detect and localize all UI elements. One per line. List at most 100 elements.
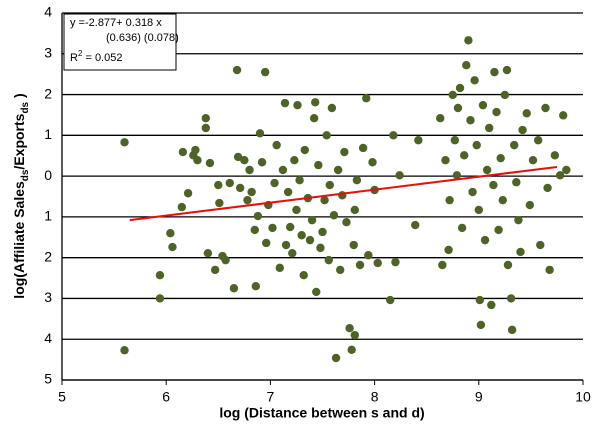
- point: [468, 187, 477, 197]
- point: [355, 260, 365, 270]
- x-axis-title: log (Distance between s and d): [219, 405, 424, 421]
- point: [312, 287, 321, 297]
- point: [496, 153, 505, 163]
- point: [166, 229, 175, 238]
- point: [305, 235, 315, 245]
- point: [452, 171, 462, 180]
- y-title-part: log(Affiliate Sales: [11, 181, 27, 299]
- annotation: R2 = 0.052: [70, 49, 122, 64]
- point: [345, 324, 354, 333]
- point: [295, 175, 304, 185]
- point: [466, 116, 475, 125]
- y-tick-label: 4: [44, 4, 52, 20]
- point: [514, 215, 523, 225]
- point: [275, 263, 284, 273]
- point: [485, 123, 494, 133]
- point: [320, 195, 329, 205]
- point: [201, 114, 210, 123]
- point: [290, 156, 299, 165]
- point: [314, 160, 323, 170]
- point: [476, 320, 486, 330]
- point: [411, 220, 420, 230]
- point: [329, 211, 339, 220]
- point: [240, 156, 249, 165]
- y-tick-label: 3: [44, 44, 52, 60]
- point: [178, 147, 188, 157]
- point: [555, 171, 565, 180]
- point: [215, 198, 224, 208]
- point: [368, 158, 377, 167]
- point: [262, 238, 271, 248]
- point: [336, 265, 345, 275]
- point: [340, 147, 349, 157]
- point: [283, 187, 293, 197]
- y-title-part: /Exports: [11, 113, 27, 169]
- point: [225, 178, 234, 188]
- point: [362, 94, 371, 103]
- point: [270, 178, 279, 188]
- point: [193, 156, 202, 165]
- y-tick-label: 1: [44, 126, 52, 142]
- point: [472, 140, 481, 150]
- annotation-sup: 2: [78, 49, 83, 58]
- point: [474, 205, 483, 215]
- point: [214, 180, 223, 190]
- point: [155, 271, 165, 280]
- point: [490, 67, 499, 77]
- point: [203, 248, 213, 258]
- point: [543, 183, 552, 193]
- x-tick-label: 5: [58, 389, 66, 405]
- point: [550, 151, 560, 160]
- y-tick-label: 3: [44, 289, 52, 305]
- point: [229, 284, 239, 293]
- point: [168, 242, 177, 252]
- point: [347, 345, 356, 355]
- annotation: y =-2.877+ 0.318 x: [70, 17, 162, 29]
- point: [453, 103, 463, 113]
- point: [331, 353, 341, 363]
- point: [507, 325, 517, 335]
- y-tick-label: 5: [44, 371, 52, 387]
- point: [292, 205, 301, 215]
- point: [280, 98, 290, 108]
- point: [522, 109, 531, 118]
- point: [311, 98, 320, 107]
- point: [462, 60, 471, 70]
- point: [285, 222, 295, 232]
- point: [350, 330, 360, 340]
- point: [503, 260, 513, 270]
- point: [470, 76, 479, 85]
- point: [255, 129, 265, 138]
- point: [498, 195, 507, 205]
- point: [260, 67, 270, 77]
- point: [243, 195, 252, 205]
- point: [541, 103, 550, 113]
- point: [247, 187, 256, 197]
- point: [545, 265, 554, 275]
- x-tick-label: 8: [371, 389, 379, 405]
- point: [492, 107, 501, 117]
- point: [352, 175, 362, 185]
- x-tick-label: 6: [162, 389, 170, 405]
- point: [120, 346, 129, 355]
- annotation-part: R: [70, 52, 78, 64]
- point: [460, 151, 469, 160]
- point: [177, 202, 187, 212]
- point: [373, 258, 382, 268]
- point: [293, 100, 302, 110]
- point: [533, 136, 543, 145]
- annotation: (0.636) (0.078): [106, 32, 179, 44]
- point: [444, 245, 453, 255]
- point: [221, 255, 230, 265]
- y-title-sub: ds: [20, 169, 31, 181]
- point: [445, 195, 454, 205]
- point: [281, 240, 291, 250]
- point: [510, 140, 519, 150]
- point: [395, 171, 404, 180]
- y-tick-label: 0: [44, 167, 52, 183]
- point: [536, 240, 545, 250]
- y-axis-title: log(Affiliate Salesds/Exportsds ): [11, 93, 31, 298]
- y-title-part: ): [11, 93, 27, 102]
- point: [464, 36, 473, 45]
- point: [205, 158, 215, 168]
